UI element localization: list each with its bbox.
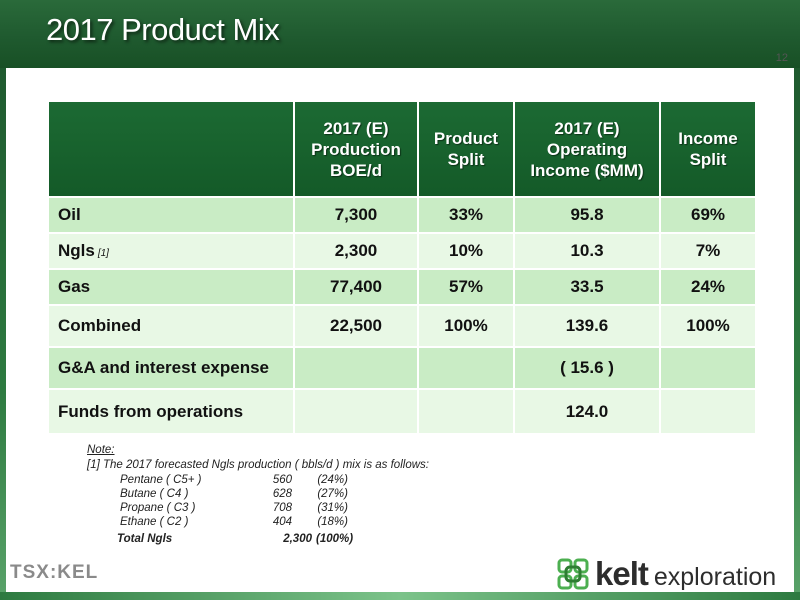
total-pct: (100%) bbox=[316, 533, 354, 545]
cell-product-split: 100% bbox=[419, 306, 513, 346]
list-item: Pentane ( C5+ ) 560 (24%) bbox=[120, 473, 429, 487]
celtic-knot-icon bbox=[557, 558, 589, 590]
list-item: Butane ( C4 ) 628 (27%) bbox=[120, 487, 429, 501]
total-name: Total Ngls bbox=[117, 533, 173, 545]
cell-production: 2,300 bbox=[295, 234, 417, 268]
total-row: Total Ngls 2,300 (100%) bbox=[117, 532, 429, 546]
ngl-name: Butane ( C4 ) bbox=[120, 488, 189, 500]
ngl-pct: (27%) bbox=[317, 488, 348, 500]
cell-product-split: 57% bbox=[419, 270, 513, 304]
cell-income-split bbox=[661, 348, 755, 388]
header-operating-income: 2017 (E) Operating Income ($MM) bbox=[515, 102, 659, 196]
left-border bbox=[0, 68, 6, 600]
cell-income-split: 69% bbox=[661, 198, 755, 232]
table-header-row: 2017 (E) Production BOE/d Product Split … bbox=[49, 102, 755, 196]
cell-operating-income: 10.3 bbox=[515, 234, 659, 268]
row-label: G&A and interest expense bbox=[49, 348, 293, 388]
cell-product-split bbox=[419, 348, 513, 388]
ngl-pct: (24%) bbox=[317, 474, 348, 486]
note-heading: Note: bbox=[87, 444, 115, 456]
table-row: Combined 22,500 100% 139.6 100% bbox=[49, 306, 755, 346]
cell-operating-income: 33.5 bbox=[515, 270, 659, 304]
row-label-text: Gas bbox=[58, 277, 91, 296]
cell-production: 77,400 bbox=[295, 270, 417, 304]
cell-production bbox=[295, 348, 417, 388]
cell-operating-income: 139.6 bbox=[515, 306, 659, 346]
table-row: G&A and interest expense ( 15.6 ) bbox=[49, 348, 755, 388]
company-name: kelt bbox=[595, 555, 649, 592]
row-label-text: Funds from operations bbox=[58, 401, 244, 421]
page-number: 12 bbox=[775, 52, 788, 64]
row-label-text: Oil bbox=[58, 205, 81, 224]
note-line: [1] The 2017 forecasted Ngls production … bbox=[87, 459, 429, 471]
cell-operating-income: 95.8 bbox=[515, 198, 659, 232]
row-label: Gas bbox=[49, 270, 293, 304]
footnotes: Note: [1] The 2017 forecasted Ngls produ… bbox=[87, 444, 429, 546]
list-item: Propane ( C3 ) 708 (31%) bbox=[120, 501, 429, 515]
header-product-split: Product Split bbox=[419, 102, 513, 196]
header-blank bbox=[49, 102, 293, 196]
total-volume: 2,300 bbox=[283, 533, 312, 545]
ngl-volume: 560 bbox=[272, 474, 292, 486]
right-border bbox=[794, 68, 800, 600]
product-mix-table: 2017 (E) Production BOE/d Product Split … bbox=[47, 100, 757, 435]
bottom-bar bbox=[0, 592, 800, 600]
ngl-name: Ethane ( C2 ) bbox=[120, 516, 189, 528]
ngls-mix-list: Pentane ( C5+ ) 560 (24%) Butane ( C4 ) … bbox=[117, 473, 429, 546]
row-label: Ngls [1] bbox=[49, 234, 293, 268]
ngl-volume: 628 bbox=[272, 488, 292, 500]
cell-income-split: 100% bbox=[661, 306, 755, 346]
company-subtitle: exploration bbox=[653, 562, 777, 591]
header-income-split: Income Split bbox=[661, 102, 755, 196]
cell-product-split: 10% bbox=[419, 234, 513, 268]
tsx-logo: TSX:KEL bbox=[10, 562, 99, 583]
table-row: Gas 77,400 57% 33.5 24% bbox=[49, 270, 755, 304]
row-label: Combined bbox=[49, 306, 293, 346]
row-label-text: Ngls bbox=[58, 241, 95, 260]
page-title: 2017 Product Mix bbox=[46, 12, 280, 47]
ngl-name: Propane ( C3 ) bbox=[120, 502, 196, 514]
ngl-volume: 708 bbox=[272, 502, 292, 514]
cell-income-split: 7% bbox=[661, 234, 755, 268]
ngl-pct: (18%) bbox=[317, 516, 348, 528]
cell-operating-income: ( 15.6 ) bbox=[515, 348, 659, 388]
row-label-text: G&A and interest expense bbox=[58, 358, 269, 377]
cell-product-split bbox=[419, 390, 513, 433]
cell-income-split bbox=[661, 390, 755, 433]
cell-income-split: 24% bbox=[661, 270, 755, 304]
row-label: Oil bbox=[49, 198, 293, 232]
cell-production: 22,500 bbox=[295, 306, 417, 346]
cell-production bbox=[295, 390, 417, 433]
row-label-text: Combined bbox=[58, 316, 142, 335]
footnote-ref: [1] bbox=[97, 248, 109, 259]
company-logo: kelt exploration bbox=[555, 555, 776, 593]
table-row: Funds from operations 124.0 bbox=[49, 390, 755, 433]
cell-production: 7,300 bbox=[295, 198, 417, 232]
cell-operating-income: 124.0 bbox=[515, 390, 659, 433]
ngl-name: Pentane ( C5+ ) bbox=[120, 474, 202, 486]
header-production: 2017 (E) Production BOE/d bbox=[295, 102, 417, 196]
ngl-pct: (31%) bbox=[317, 502, 348, 514]
title-bar: 2017 Product Mix bbox=[0, 0, 800, 68]
table-row: Oil 7,300 33% 95.8 69% bbox=[49, 198, 755, 232]
cell-product-split: 33% bbox=[419, 198, 513, 232]
list-item: Ethane ( C2 ) 404 (18%) bbox=[120, 515, 429, 529]
row-label: Funds from operations bbox=[49, 390, 293, 433]
ngl-volume: 404 bbox=[272, 516, 292, 528]
table-row: Ngls [1] 2,300 10% 10.3 7% bbox=[49, 234, 755, 268]
